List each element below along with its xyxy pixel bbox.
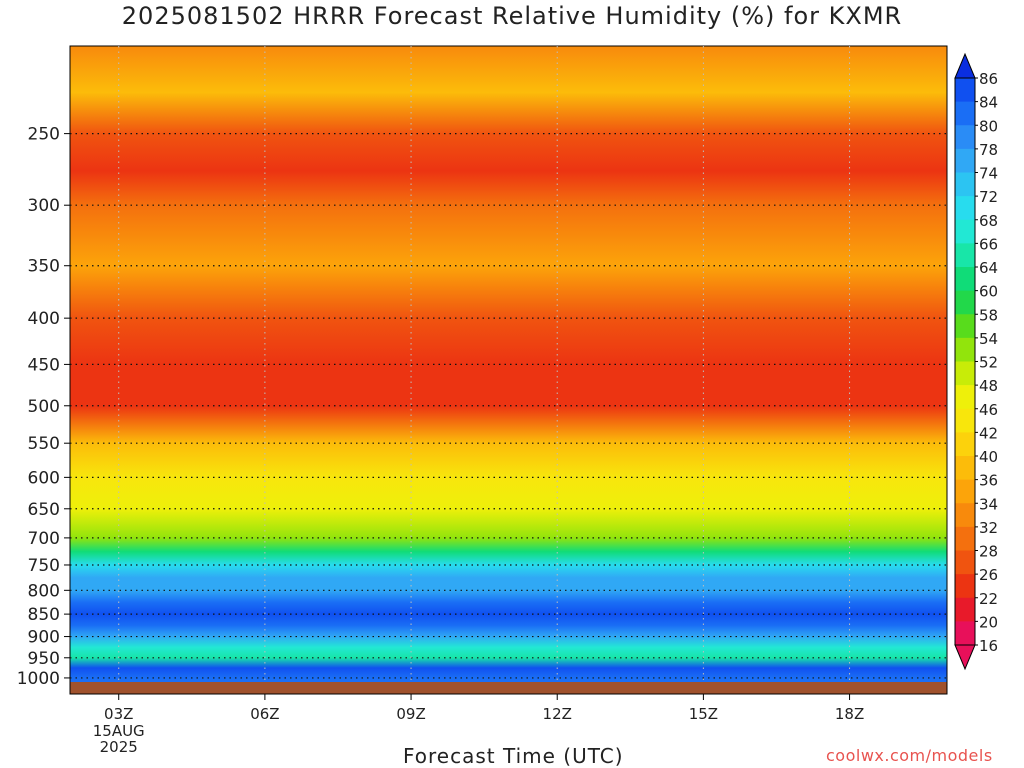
colorbar-label: 58 <box>979 306 998 324</box>
date-label: 15AUG <box>93 722 145 740</box>
date-label: 2025 <box>100 738 138 756</box>
colorbar-label: 34 <box>979 495 998 513</box>
y-tick-label: 950 <box>28 649 60 669</box>
colorbar-swatch <box>955 361 975 386</box>
x-tick-label: 15Z <box>689 705 718 723</box>
colorbar-label: 32 <box>979 519 998 537</box>
y-tick-label: 750 <box>28 556 60 576</box>
colorbar-swatch <box>955 385 975 410</box>
colorbar-swatch <box>955 456 975 481</box>
x-tick-label: 18Z <box>835 705 864 723</box>
y-tick-label: 1000 <box>17 669 60 689</box>
colorbar-swatch <box>955 148 975 173</box>
x-axis-label: Forecast Time (UTC) <box>403 744 624 768</box>
colorbar-label: 60 <box>979 283 998 301</box>
colorbar-label: 86 <box>979 70 998 88</box>
colorbar-label: 22 <box>979 590 998 608</box>
y-tick-label: 550 <box>28 434 60 454</box>
colorbar-swatch <box>955 479 975 504</box>
colorbar-swatch <box>955 78 975 103</box>
colorbar-swatch <box>955 621 975 646</box>
axes: 250 300 350 400 450 500 550 600 650 700 750 800 850 9… <box>17 125 865 756</box>
colorbar-label: 52 <box>979 354 998 372</box>
y-tick-label: 400 <box>28 309 60 329</box>
colorbar-label: 84 <box>979 94 998 112</box>
y-tick-label: 350 <box>28 257 60 277</box>
y-tick-label: 700 <box>28 529 60 549</box>
colorbar-label: 64 <box>979 259 998 277</box>
colorbar-label: 36 <box>979 472 998 490</box>
colorbar-swatch <box>955 432 975 457</box>
credit-link[interactable]: coolwx.com/models <box>826 746 993 765</box>
y-tick-label: 900 <box>28 628 60 648</box>
colorbar-swatch <box>955 550 975 575</box>
x-tick-label: 09Z <box>396 705 425 723</box>
colorbar-swatch <box>955 101 975 126</box>
colorbar-swatch <box>955 408 975 433</box>
x-tick-label: 03Z <box>104 705 133 723</box>
colorbar-label: 28 <box>979 543 998 561</box>
colorbar-label: 42 <box>979 424 998 442</box>
colorbar-label: 74 <box>979 165 998 183</box>
y-tick-label: 300 <box>28 196 60 216</box>
colorbar-label: 80 <box>979 117 998 135</box>
y-tick-label: 500 <box>28 397 60 417</box>
colorbar-label: 16 <box>979 637 998 655</box>
colorbar-label: 66 <box>979 235 998 253</box>
colorbar-label: 26 <box>979 566 998 584</box>
colorbar-swatch <box>955 243 975 268</box>
colorbar-label: 72 <box>979 188 998 206</box>
surface-band <box>70 682 947 694</box>
colorbar-swatch <box>955 125 975 150</box>
colorbar-swatch <box>955 172 975 197</box>
colorbar-label: 40 <box>979 448 998 466</box>
colorbar-swatch <box>955 219 975 244</box>
y-tick-label: 650 <box>28 500 60 520</box>
plot-frame <box>69 45 948 695</box>
rh-field <box>70 46 947 683</box>
colorbar-swatch <box>955 337 975 362</box>
colorbar-bottom-arrow <box>954 644 976 671</box>
colorbar-swatch <box>955 267 975 292</box>
y-tick-label: 600 <box>28 468 60 488</box>
colorbar-swatch <box>955 526 975 551</box>
y-tick-label: 450 <box>28 355 60 375</box>
colorbar-label: 46 <box>979 401 998 419</box>
y-tick-label: 850 <box>28 605 60 625</box>
colorbar-swatch <box>955 503 975 528</box>
chart-title: 2025081502 HRRR Forecast Relative Humidi… <box>121 2 903 30</box>
colorbar-swatch <box>955 196 975 221</box>
y-tick-label: 800 <box>28 581 60 601</box>
y-tick-label: 250 <box>28 125 60 145</box>
x-tick-label: 12Z <box>543 705 572 723</box>
colorbar-label: 48 <box>979 377 998 395</box>
colorbar-swatch <box>955 290 975 315</box>
colorbar-label: 54 <box>979 330 998 348</box>
colorbar-label: 20 <box>979 613 998 631</box>
colorbar-label: 68 <box>979 212 998 230</box>
colorbar-swatch <box>955 597 975 622</box>
colorbar: 86 84 80 78 74 72 68 66 64 60 58 54 52 48 46 42 40 36 34 32… <box>954 52 998 671</box>
colorbar-top-arrow <box>954 52 976 79</box>
colorbar-swatch <box>955 574 975 599</box>
colorbar-label: 78 <box>979 141 998 159</box>
plot-area <box>69 45 948 695</box>
x-tick-label: 06Z <box>250 705 279 723</box>
colorbar-swatch <box>955 314 975 339</box>
